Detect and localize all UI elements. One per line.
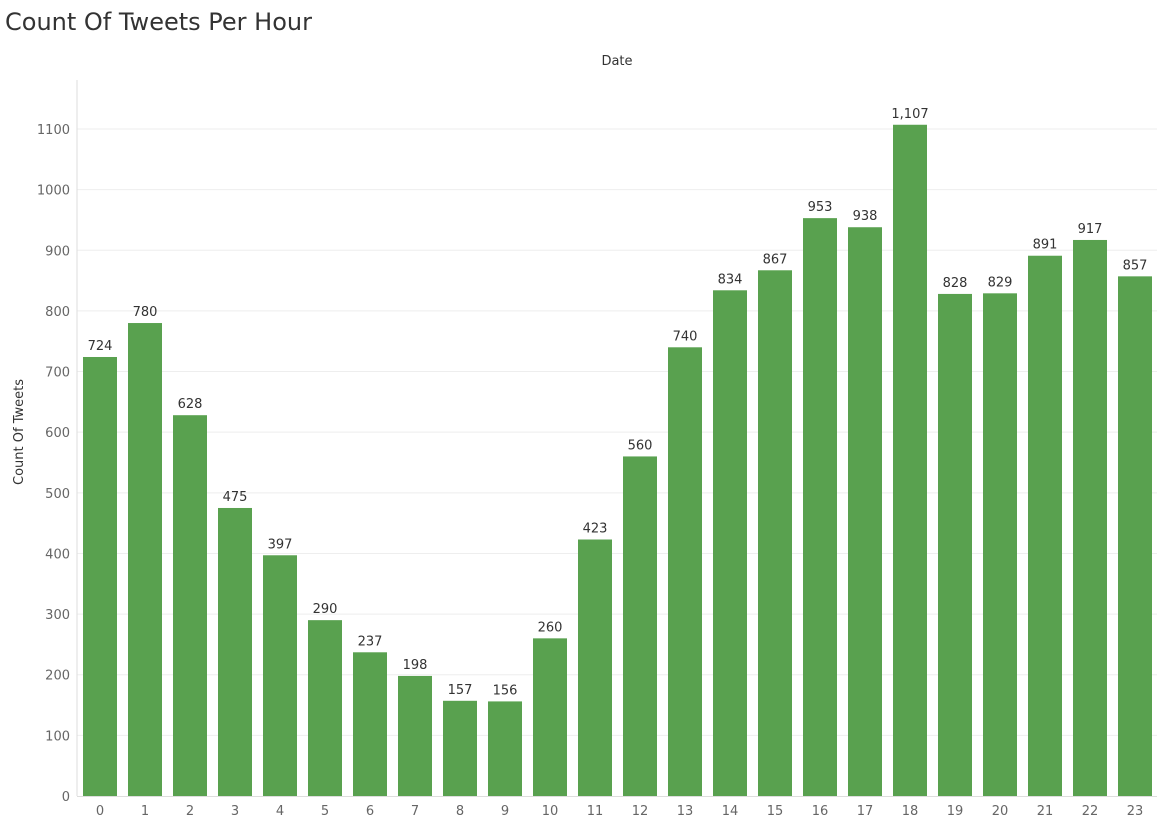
y-tick-label: 300 — [45, 608, 70, 623]
data-label: 198 — [403, 658, 428, 673]
x-tick-label: 7 — [411, 804, 419, 819]
data-label: 938 — [853, 209, 878, 224]
data-label: 237 — [358, 634, 383, 649]
bar-hour-14[interactable] — [713, 290, 747, 796]
x-tick-label: 19 — [947, 804, 964, 819]
bar-hour-21[interactable] — [1028, 255, 1062, 797]
chart-title: Count Of Tweets Per Hour — [5, 8, 312, 36]
x-tick-labels: 0 1 2 3 4 5 6 7 8 9 10 11 12 13 14 15 16 17 18 19 20 21 22 23 — [96, 804, 1143, 819]
bar-hour-4[interactable] — [263, 555, 297, 796]
x-tick-label: 16 — [812, 804, 829, 819]
data-label: 740 — [673, 329, 698, 344]
y-tick-label: 500 — [45, 487, 70, 502]
bar-hour-23[interactable] — [1118, 276, 1152, 796]
data-label: 857 — [1123, 258, 1148, 273]
bar-hour-19[interactable] — [938, 293, 972, 796]
y-tick-labels: 0 100 200 300 400 500 600 700 800 900 1000 1100 — [37, 123, 70, 805]
y-tick-label: 900 — [45, 244, 70, 259]
x-tick-label: 6 — [366, 804, 374, 819]
bar-hour-7[interactable] — [398, 675, 432, 796]
x-tick-label: 14 — [722, 804, 739, 819]
bar-hour-9[interactable] — [488, 701, 522, 796]
bar-hour-12[interactable] — [623, 456, 657, 796]
x-tick-label: 17 — [857, 804, 874, 819]
data-label: 828 — [943, 276, 968, 291]
data-label: 157 — [448, 683, 473, 698]
data-label: 829 — [988, 275, 1013, 290]
y-tick-label: 0 — [62, 790, 70, 805]
bar-hour-6[interactable] — [353, 652, 387, 796]
bar-hour-17[interactable] — [848, 227, 882, 797]
y-tick-label: 100 — [45, 729, 70, 744]
x-tick-label: 12 — [632, 804, 649, 819]
x-tick-label: 8 — [456, 804, 464, 819]
y-tick-label: 400 — [45, 547, 70, 562]
x-tick-label: 23 — [1127, 804, 1144, 819]
x-tick-label: 0 — [96, 804, 104, 819]
bar-hour-1[interactable] — [128, 323, 162, 796]
data-label: 423 — [583, 522, 608, 537]
y-tick-label: 800 — [45, 305, 70, 320]
bar-hour-20[interactable] — [983, 293, 1017, 796]
y-tick-label: 700 — [45, 366, 70, 381]
bar-hour-18[interactable] — [893, 124, 927, 797]
data-labels: 724 780 628 475 397 290 237 198 157 156 260 423 560 7… — [88, 107, 1148, 699]
data-label: 260 — [538, 620, 563, 635]
x-tick-label: 4 — [276, 804, 284, 819]
data-label: 397 — [268, 537, 293, 552]
x-tick-label: 10 — [542, 804, 559, 819]
data-label: 628 — [178, 397, 203, 412]
bar-hour-5[interactable] — [308, 620, 342, 796]
data-label: 724 — [88, 339, 113, 354]
data-label: 1,107 — [891, 107, 928, 122]
x-tick-label: 18 — [902, 804, 919, 819]
bar-hour-3[interactable] — [218, 507, 252, 796]
data-label: 290 — [313, 602, 338, 617]
bar-hour-16[interactable] — [803, 218, 837, 797]
data-label: 953 — [808, 200, 833, 215]
x-tick-label: 22 — [1082, 804, 1099, 819]
x-tick-label: 11 — [587, 804, 604, 819]
data-label: 867 — [763, 252, 788, 267]
y-tick-label: 1000 — [37, 184, 70, 199]
x-tick-label: 9 — [501, 804, 509, 819]
data-label: 780 — [133, 305, 158, 320]
bar-hour-13[interactable] — [668, 347, 702, 796]
y-axis-title: Count Of Tweets — [12, 379, 27, 485]
data-label: 560 — [628, 438, 653, 453]
bar-hour-2[interactable] — [173, 415, 207, 796]
data-label: 156 — [493, 683, 518, 698]
data-label: 917 — [1078, 222, 1103, 237]
bar-hour-22[interactable] — [1073, 239, 1107, 796]
x-tick-label: 2 — [186, 804, 194, 819]
axes — [76, 80, 1157, 797]
bar-hour-11[interactable] — [578, 539, 612, 796]
x-tick-label: 20 — [992, 804, 1009, 819]
y-tick-label: 600 — [45, 426, 70, 441]
x-tick-label: 5 — [321, 804, 329, 819]
bar-hour-15[interactable] — [758, 270, 792, 796]
x-axis-title: Date — [601, 54, 632, 69]
bar-hour-0[interactable] — [83, 356, 117, 796]
x-tick-label: 13 — [677, 804, 694, 819]
x-tick-label: 21 — [1037, 804, 1054, 819]
data-label: 475 — [223, 490, 248, 505]
y-tick-label: 200 — [45, 669, 70, 684]
x-tick-label: 3 — [231, 804, 239, 819]
gridlines — [77, 128, 1157, 736]
bars — [83, 124, 1152, 797]
bar-hour-8[interactable] — [443, 700, 477, 796]
bar-hour-10[interactable] — [533, 638, 567, 796]
y-tick-label: 1100 — [37, 123, 70, 138]
x-tick-label: 1 — [141, 804, 149, 819]
data-label: 834 — [718, 272, 743, 287]
x-tick-label: 15 — [767, 804, 784, 819]
data-label: 891 — [1033, 238, 1058, 253]
